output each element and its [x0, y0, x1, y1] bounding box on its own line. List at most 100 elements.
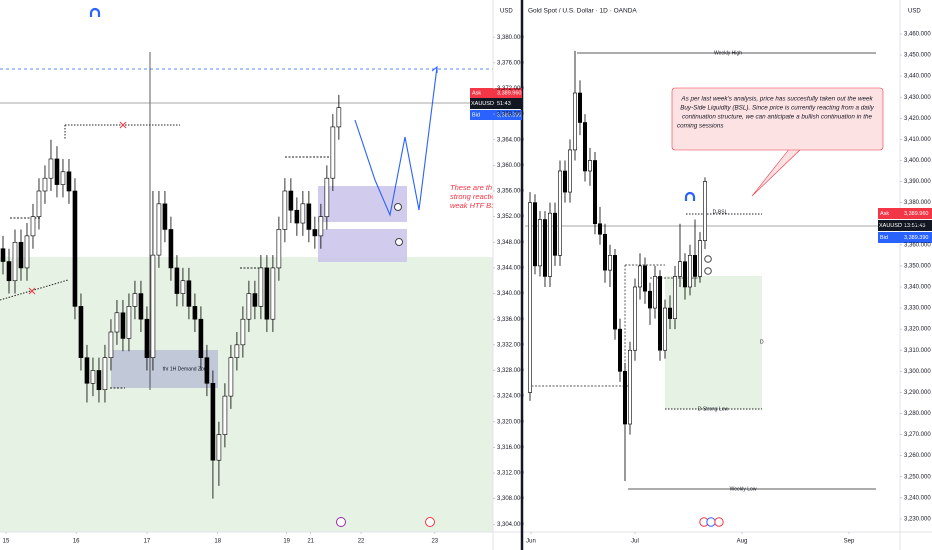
bid-price: 3,389.390 — [497, 112, 521, 118]
x-tick-label: 15 — [3, 539, 10, 545]
price-tags: Ask 3,389.960 XAUUSD 13:51:43 Bid 3,389.… — [878, 208, 932, 243]
candle-body — [138, 293, 144, 320]
y-tick-label: 3,390.000 — [904, 179, 931, 185]
x-tick-label: 21 — [307, 539, 314, 545]
candle-body — [204, 357, 210, 384]
axis-unit: USD — [500, 9, 513, 15]
candle-body — [587, 160, 592, 172]
x-tick-label: 23 — [431, 539, 438, 545]
candle-body — [120, 312, 126, 339]
y-tick-label: 3,360.000 — [497, 163, 524, 169]
candle-body — [557, 170, 562, 256]
zone-label: D — [760, 339, 764, 345]
candle-body — [687, 255, 692, 288]
candle-body — [647, 290, 652, 309]
countdown: 51:43 — [497, 101, 511, 107]
candle-body — [150, 254, 156, 358]
symbol-tag — [878, 220, 932, 231]
ask-price: 3,389.960 — [904, 211, 928, 217]
candle-body — [330, 126, 336, 179]
y-tick-label: 3,372.000 — [497, 86, 524, 92]
y-tick-label: 3,364.000 — [497, 137, 524, 143]
candle-body — [622, 371, 627, 425]
candle-body — [210, 382, 216, 461]
candle-body — [300, 203, 306, 224]
candle-body — [12, 241, 18, 282]
y-tick-label: 3,330.000 — [904, 306, 931, 312]
candle-body — [216, 434, 222, 461]
symbol-name: XAUUSD — [471, 101, 494, 107]
callout-text: As per last week's analysis, price has s… — [680, 96, 873, 103]
candle-body — [532, 202, 537, 267]
icon — [394, 203, 402, 211]
y-tick-label: 3,308.000 — [497, 496, 524, 502]
candle-body — [264, 267, 270, 320]
symbol-tag — [470, 98, 522, 109]
candle-body — [60, 171, 66, 185]
icon — [704, 267, 712, 275]
y-tick-label: 3,430.000 — [904, 95, 931, 101]
event-icon[interactable] — [336, 517, 346, 527]
magnet-icon[interactable] — [684, 191, 696, 201]
x-tick-label: Aug — [737, 539, 748, 545]
candle-body — [54, 158, 60, 185]
magnet-icon[interactable] — [89, 7, 101, 17]
candle-body — [114, 312, 120, 333]
y-tick-label: 3,380.000 — [497, 35, 524, 41]
x-marker — [28, 287, 36, 295]
event-icon[interactable] — [714, 517, 724, 527]
y-tick-label: 3,370.000 — [904, 221, 931, 227]
y-tick-label: 3,368.000 — [497, 112, 524, 118]
candle-body — [72, 190, 78, 307]
event-icon[interactable] — [706, 517, 716, 527]
bid-tag — [878, 232, 932, 243]
candle-body — [246, 293, 252, 320]
callout-text: coming sessions — [677, 123, 724, 130]
candle-body — [336, 107, 342, 128]
candle-body — [697, 240, 702, 277]
candle-body — [577, 92, 582, 123]
candle-body — [682, 261, 687, 288]
candle-body — [168, 229, 174, 269]
candle-body — [240, 318, 246, 346]
annotation: These are the F — [450, 183, 503, 192]
y-tick-label: 3,320.000 — [904, 327, 931, 333]
candle-body — [547, 212, 552, 277]
weekly-high-label: Weekly High — [714, 50, 742, 56]
candle-body — [677, 261, 682, 277]
y-tick-label: 3,350.000 — [904, 263, 931, 269]
event-icon[interactable] — [425, 517, 435, 527]
y-tick-label: 3,316.000 — [497, 445, 524, 451]
y-tick-label: 3,300.000 — [904, 369, 931, 375]
candle-body — [48, 158, 54, 179]
candle-body — [144, 318, 150, 358]
candle-body — [667, 307, 672, 319]
callout-text: Buy-Side Liquidity (BSL). Since price is… — [680, 105, 874, 112]
y-tick-label: 3,340.000 — [904, 285, 931, 291]
weekly-low-label: Weekly Low — [730, 486, 757, 492]
candle-body — [702, 181, 707, 241]
x-tick-label: 17 — [144, 539, 151, 545]
y-tick-label: 3,332.000 — [497, 342, 524, 348]
x-tick-label: 16 — [73, 539, 80, 545]
x-tick-label: Jun — [526, 539, 536, 545]
ask-tag — [470, 88, 522, 98]
y-tick-label: 3,312.000 — [497, 471, 524, 477]
candle-body — [6, 261, 12, 282]
candle-body — [42, 177, 48, 192]
x-tick-label: 22 — [358, 539, 365, 545]
x-tick-label: 18 — [214, 539, 221, 545]
x-tick-label: 19 — [283, 539, 290, 545]
candle-body — [652, 276, 657, 309]
symbol-name: XAUUSD — [879, 223, 902, 229]
bid-name: Bid — [880, 235, 888, 241]
axis-unit: USD — [908, 9, 921, 15]
y-tick-label: 3,344.000 — [497, 266, 524, 272]
price-tags: Ask 3,389.960 XAUUSD 51:43 Bid 3,389.390 — [470, 88, 522, 120]
candle-body — [552, 212, 557, 256]
y-tick-label: 3,280.000 — [904, 411, 931, 417]
candle-body — [24, 235, 30, 269]
candle-body — [198, 318, 204, 358]
candle-body — [270, 267, 276, 320]
y-tick-label: 3,440.000 — [904, 74, 931, 80]
